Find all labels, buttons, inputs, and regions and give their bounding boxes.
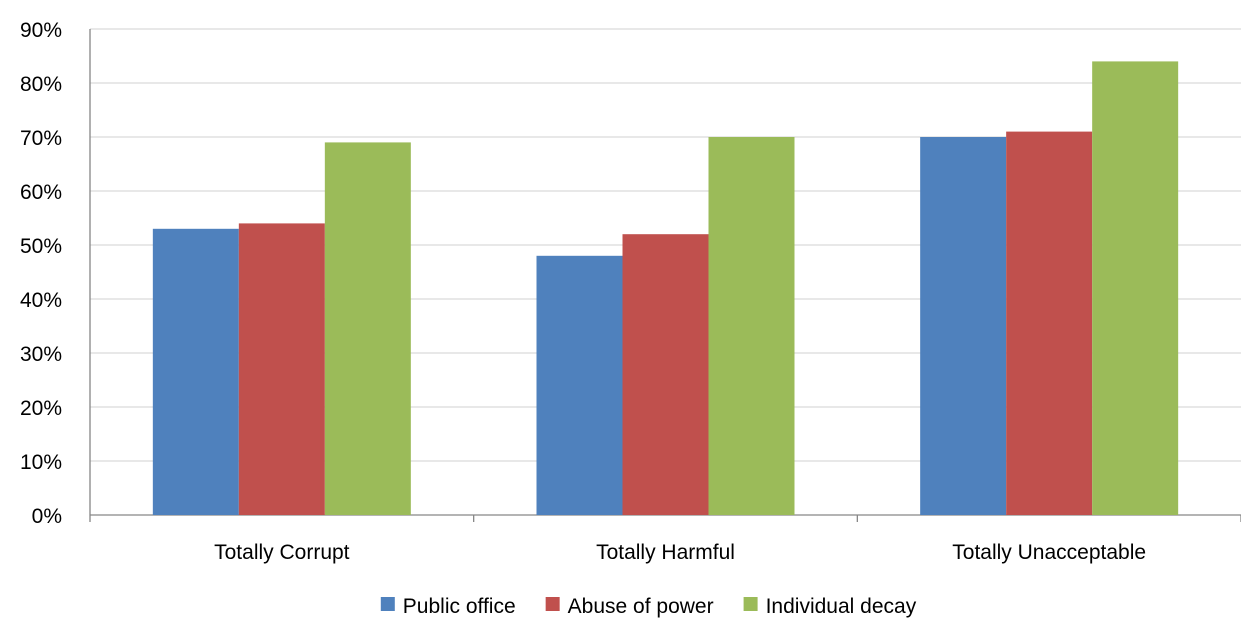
x-tick-label: Totally Unacceptable [952, 541, 1146, 564]
y-tick-label: 0% [32, 505, 62, 528]
bar [536, 255, 623, 516]
y-tick-label: 60% [20, 181, 62, 204]
y-tick-label: 80% [20, 73, 62, 96]
y-tick-label: 20% [20, 397, 62, 420]
legend-swatch [545, 597, 560, 611]
y-tick-label: 90% [20, 19, 62, 42]
legend-item: Individual decay [743, 595, 917, 618]
y-tick-label: 10% [20, 451, 62, 474]
bar [920, 137, 1007, 515]
legend-label: Individual decay [766, 595, 917, 618]
bars [152, 61, 1179, 516]
legend-item: Abuse of power [545, 595, 714, 618]
legend-swatch [380, 597, 395, 611]
bar [1092, 61, 1179, 516]
legend-label: Public office [403, 595, 516, 618]
legend-label: Abuse of power [568, 595, 714, 618]
legend-item: Public office [380, 595, 516, 618]
y-tick-label: 30% [20, 343, 62, 366]
bar [152, 228, 239, 516]
y-tick-label: 40% [20, 289, 62, 312]
bar [708, 137, 795, 515]
x-axis: Totally Corrupt Totally Harmful Totally Un… [89, 515, 1241, 564]
x-tick-label: Totally Corrupt [214, 541, 350, 564]
bar [324, 142, 411, 515]
bar [238, 223, 325, 515]
bar [622, 234, 709, 515]
y-axis-ticks: 0% 10% 20% 30% 40% 50% 60% 70% 80% 90% [20, 19, 62, 528]
x-tick-label: Totally Harmful [596, 541, 735, 564]
y-tick-label: 70% [20, 127, 62, 150]
y-tick-label: 50% [20, 235, 62, 258]
legend-swatch [743, 597, 758, 611]
bar [1006, 131, 1093, 515]
legend: Public office Abuse of power Individual de… [380, 595, 917, 618]
